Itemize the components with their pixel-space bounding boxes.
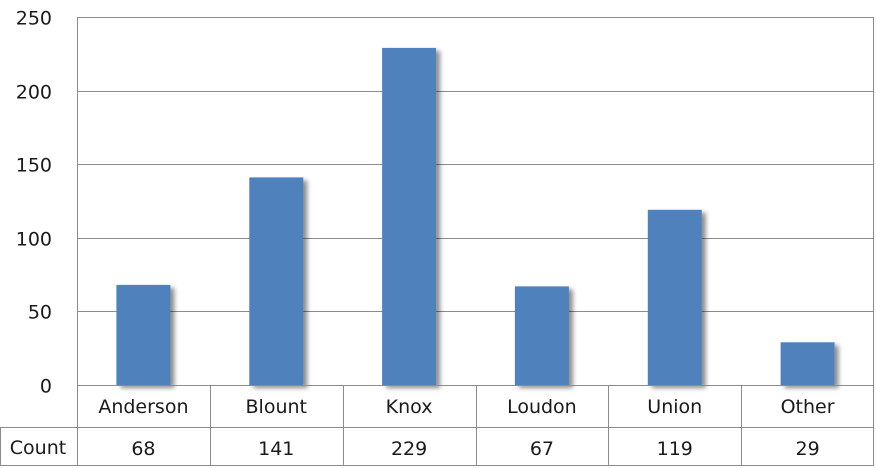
bar-union	[647, 209, 702, 385]
category-label: Anderson	[98, 396, 188, 418]
category-labels: Anderson Blount Knox Loudon Union Other	[98, 396, 834, 418]
bar-loudon	[514, 286, 569, 385]
data-table-row-header: Count	[10, 437, 66, 459]
data-table-value: 229	[391, 438, 427, 460]
data-table-value: 67	[530, 438, 554, 460]
category-label: Loudon	[507, 396, 577, 418]
data-table-value: 68	[131, 438, 155, 460]
category-label: Union	[647, 396, 702, 418]
bars	[116, 47, 835, 386]
bar-other	[780, 342, 835, 385]
category-label: Knox	[386, 396, 433, 418]
bar-anderson	[116, 284, 171, 385]
data-table-value: 119	[657, 438, 693, 460]
y-tick-label: 150	[16, 155, 52, 177]
bar-knox	[382, 47, 437, 386]
data-table-value: 141	[258, 438, 294, 460]
gridlines	[77, 17, 874, 466]
y-tick-label: 200	[16, 82, 52, 104]
category-label: Blount	[246, 396, 307, 418]
y-axis-tick-labels: 0 50 100 150 200 250	[16, 8, 52, 398]
data-table-value: 29	[795, 438, 819, 460]
category-label: Other	[781, 396, 835, 418]
bar-blount	[249, 177, 304, 385]
y-tick-label: 50	[28, 302, 52, 324]
y-tick-label: 250	[16, 8, 52, 30]
y-tick-label: 0	[40, 376, 52, 398]
data-table-values: 68 141 229 67 119 29	[131, 438, 819, 460]
data-table-grid	[0, 385, 874, 466]
y-tick-label: 100	[16, 229, 52, 251]
